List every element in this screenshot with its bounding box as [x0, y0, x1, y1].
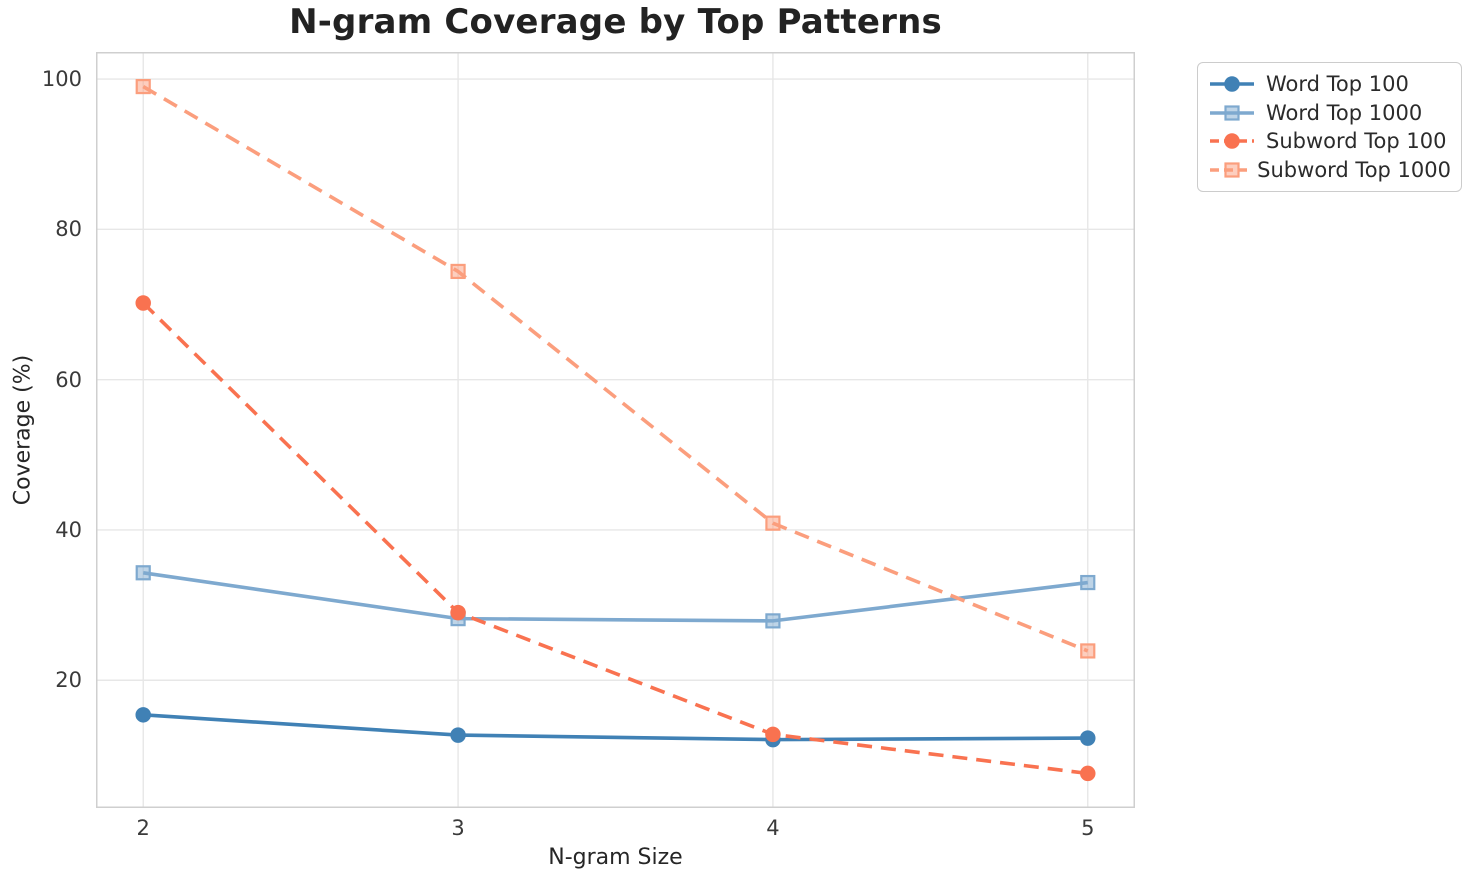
- legend-item: Subword Top 1000: [1208, 156, 1451, 184]
- series-line: [142, 85, 1089, 653]
- axes-border: [96, 52, 1135, 808]
- legend-item-label: Word Top 1000: [1266, 100, 1423, 125]
- data-point-marker: [450, 604, 466, 621]
- data-point-marker: [1080, 643, 1096, 659]
- y-tick-label: 40: [55, 517, 82, 542]
- data-point-marker: [1224, 162, 1240, 178]
- data-point-marker: [450, 727, 466, 743]
- legend-item: Subword Top 100: [1208, 127, 1451, 155]
- plot-area: [96, 52, 1135, 808]
- legend-item-label: Subword Top 1000: [1257, 157, 1451, 182]
- data-point-marker: [765, 726, 781, 743]
- data-point-marker: [135, 565, 151, 581]
- legend: Word Top 100 Word Top 1000 Subword Top 100…: [1197, 62, 1462, 192]
- y-tick-label: 60: [55, 367, 82, 392]
- data-point-marker: [135, 295, 151, 311]
- y-tick-label: 80: [55, 217, 82, 242]
- legend-item-label: Subword Top 100: [1266, 129, 1447, 154]
- x-tick-label: 4: [766, 816, 780, 840]
- series-line: [141, 301, 1088, 776]
- data-point-marker: [1224, 76, 1240, 92]
- data-point-marker: [1224, 133, 1240, 150]
- legend-item-label: Word Top 100: [1266, 72, 1409, 96]
- y-axis-label: Coverage (%): [10, 354, 36, 506]
- data-point-marker: [450, 263, 466, 280]
- y-tick-label: 100: [41, 67, 82, 92]
- series-line: [143, 713, 1088, 742]
- legend-item: Word Top 1000: [1208, 99, 1451, 127]
- legend-swatch: [1210, 133, 1254, 150]
- data-point-marker: [135, 707, 151, 723]
- x-axis-label: N-gram Size: [548, 845, 683, 870]
- data-point-marker: [765, 613, 781, 629]
- data-point-marker: [135, 78, 151, 95]
- x-tick-label: 3: [451, 816, 465, 840]
- data-point-marker: [1080, 730, 1096, 746]
- legend-swatch: [1210, 105, 1254, 121]
- x-tick-label: 2: [136, 816, 150, 840]
- series-line: [142, 571, 1088, 623]
- chart-title: N-gram Coverage by Top Patterns: [289, 2, 942, 42]
- data-point-marker: [1080, 765, 1096, 782]
- legend-item: Word Top 100: [1208, 70, 1451, 98]
- y-tick-label: 20: [55, 668, 82, 693]
- x-tick-label: 5: [1081, 816, 1095, 840]
- legend-swatch: [1210, 76, 1254, 92]
- data-point-marker: [765, 515, 781, 531]
- data-point-marker: [1080, 574, 1096, 591]
- legend-swatch: [1210, 162, 1248, 178]
- data-point-marker: [1224, 105, 1240, 121]
